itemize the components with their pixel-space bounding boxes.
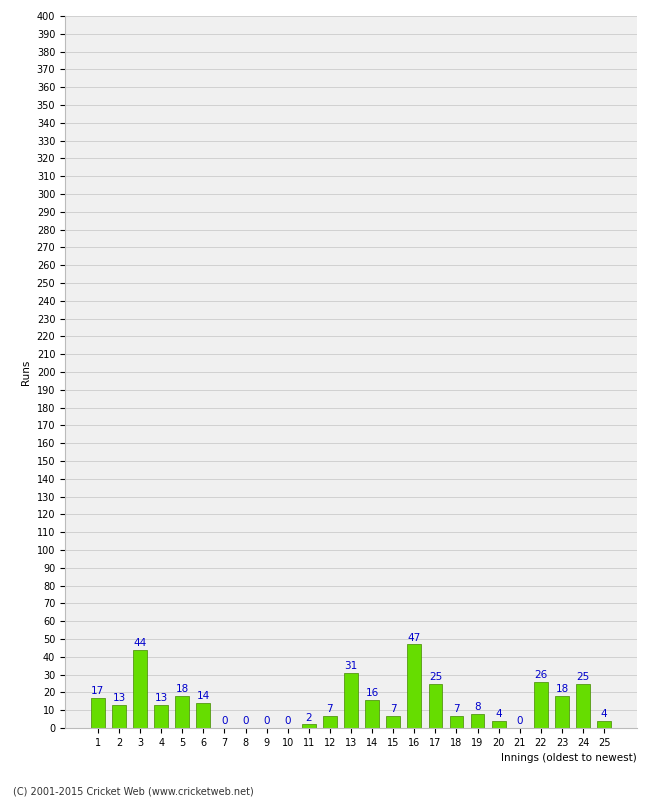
Text: 4: 4 xyxy=(601,709,608,719)
Bar xyxy=(344,673,358,728)
Text: 4: 4 xyxy=(495,709,502,719)
Text: 44: 44 xyxy=(133,638,147,648)
Bar xyxy=(450,715,463,728)
Bar xyxy=(133,650,147,728)
Bar xyxy=(471,714,484,728)
Bar xyxy=(154,705,168,728)
Text: 18: 18 xyxy=(176,684,189,694)
Text: 25: 25 xyxy=(429,672,442,682)
Bar xyxy=(365,699,379,728)
Bar xyxy=(555,696,569,728)
Text: 7: 7 xyxy=(453,704,460,714)
Text: 0: 0 xyxy=(242,716,249,726)
X-axis label: Innings (oldest to newest): Innings (oldest to newest) xyxy=(501,754,637,763)
Bar xyxy=(176,696,189,728)
Bar xyxy=(386,715,400,728)
Text: (C) 2001-2015 Cricket Web (www.cricketweb.net): (C) 2001-2015 Cricket Web (www.cricketwe… xyxy=(13,786,254,796)
Bar xyxy=(428,683,442,728)
Text: 0: 0 xyxy=(517,716,523,726)
Bar xyxy=(323,715,337,728)
Text: 26: 26 xyxy=(534,670,547,680)
Bar xyxy=(408,644,421,728)
Bar xyxy=(576,683,590,728)
Bar xyxy=(492,721,506,728)
Text: 47: 47 xyxy=(408,633,421,642)
Text: 13: 13 xyxy=(112,693,125,703)
Text: 0: 0 xyxy=(263,716,270,726)
Text: 0: 0 xyxy=(285,716,291,726)
Text: 16: 16 xyxy=(365,688,379,698)
Bar xyxy=(91,698,105,728)
Text: 14: 14 xyxy=(197,691,210,702)
Text: 25: 25 xyxy=(577,672,590,682)
Text: 18: 18 xyxy=(555,684,569,694)
Bar xyxy=(112,705,126,728)
Y-axis label: Runs: Runs xyxy=(21,359,31,385)
Text: 7: 7 xyxy=(390,704,396,714)
Bar xyxy=(196,703,210,728)
Text: 31: 31 xyxy=(344,661,358,671)
Bar xyxy=(597,721,611,728)
Text: 8: 8 xyxy=(474,702,481,712)
Text: 0: 0 xyxy=(221,716,228,726)
Text: 13: 13 xyxy=(155,693,168,703)
Text: 17: 17 xyxy=(91,686,105,696)
Bar xyxy=(302,725,316,728)
Text: 2: 2 xyxy=(306,713,312,722)
Bar xyxy=(534,682,548,728)
Text: 7: 7 xyxy=(326,704,333,714)
